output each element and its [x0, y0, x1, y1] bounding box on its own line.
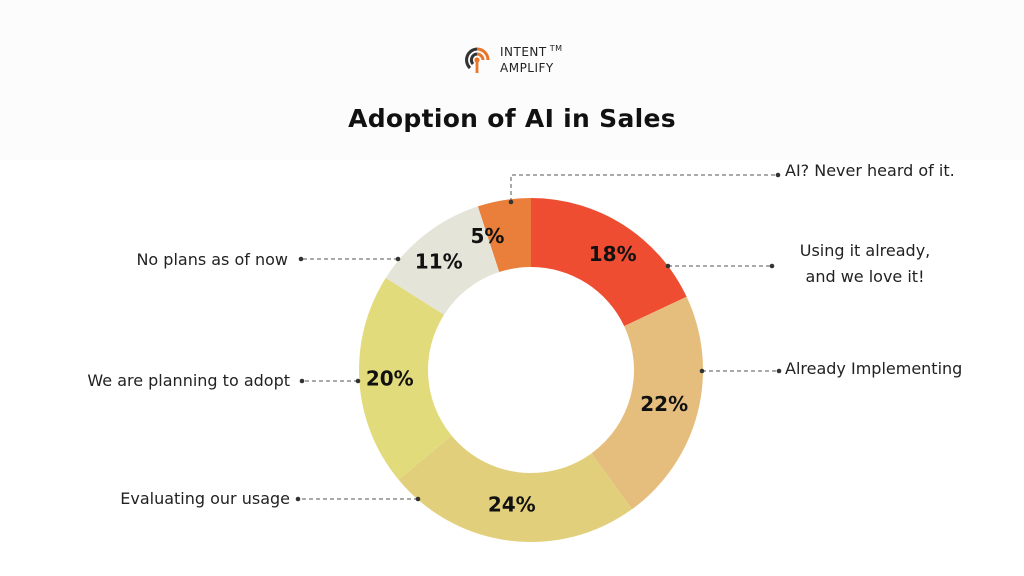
trademark-mark: TM [549, 44, 563, 53]
leader-dot-inner-ai-never-heard-of-it [508, 199, 514, 205]
pct-label-ai-never-heard-of-it: 5% [471, 224, 505, 248]
brand-logo: INTENT TM AMPLIFY [460, 40, 563, 80]
category-label-already-implementing: Already Implementing [785, 359, 962, 378]
leader-line-ai-never-heard-of-it [510, 174, 778, 202]
header-band [0, 0, 1024, 160]
slice-already-implementing [591, 296, 703, 510]
leader-dot-outer-already-implementing [776, 368, 782, 374]
leader-dot-inner-already-implementing [699, 368, 705, 374]
category-label-no-plans-as-of-now: No plans as of now [136, 250, 288, 269]
leader-dot-outer-using-it-already-and-we-love-it [769, 263, 775, 269]
leader-dot-inner-no-plans-as-of-now [395, 256, 401, 262]
chart-title: Adoption of AI in Sales [348, 104, 676, 133]
brand-line2: AMPLIFY [500, 61, 554, 75]
leader-dot-outer-evaluating-our-usage [295, 496, 301, 502]
category-label-we-are-planning-to-adopt: We are planning to adopt [87, 371, 290, 390]
leader-dot-outer-we-are-planning-to-adopt [299, 378, 305, 384]
category-label-ai-never-heard-of-it: AI? Never heard of it. [785, 161, 955, 180]
pct-label-evaluating-our-usage: 24% [488, 492, 536, 516]
leader-dot-inner-we-are-planning-to-adopt [355, 378, 361, 384]
pct-label-already-implementing: 22% [640, 392, 688, 416]
leader-dot-outer-no-plans-as-of-now [298, 256, 304, 262]
leader-dot-inner-using-it-already-and-we-love-it [665, 263, 671, 269]
category-label-using-it-already-and-we-love-it: Using it already, and we love it! [800, 241, 931, 286]
slice-using-it-already-and-we-love-it [531, 198, 687, 327]
leader-dot-inner-evaluating-our-usage [415, 496, 421, 502]
broadcast-icon [465, 47, 490, 73]
pct-label-using-it-already-and-we-love-it: 18% [589, 242, 637, 266]
slice-evaluating-our-usage [398, 435, 633, 542]
slice-no-plans-as-of-now [385, 206, 500, 315]
pct-label-no-plans-as-of-now: 11% [415, 249, 463, 273]
pct-label-we-are-planning-to-adopt: 20% [366, 367, 414, 391]
category-label-evaluating-our-usage: Evaluating our usage [120, 489, 290, 508]
slice-ai-never-heard-of-it [477, 198, 531, 273]
slice-we-are-planning-to-adopt [359, 277, 452, 480]
leader-dot-outer-ai-never-heard-of-it [775, 172, 781, 178]
brand-line1: INTENT [500, 45, 547, 59]
